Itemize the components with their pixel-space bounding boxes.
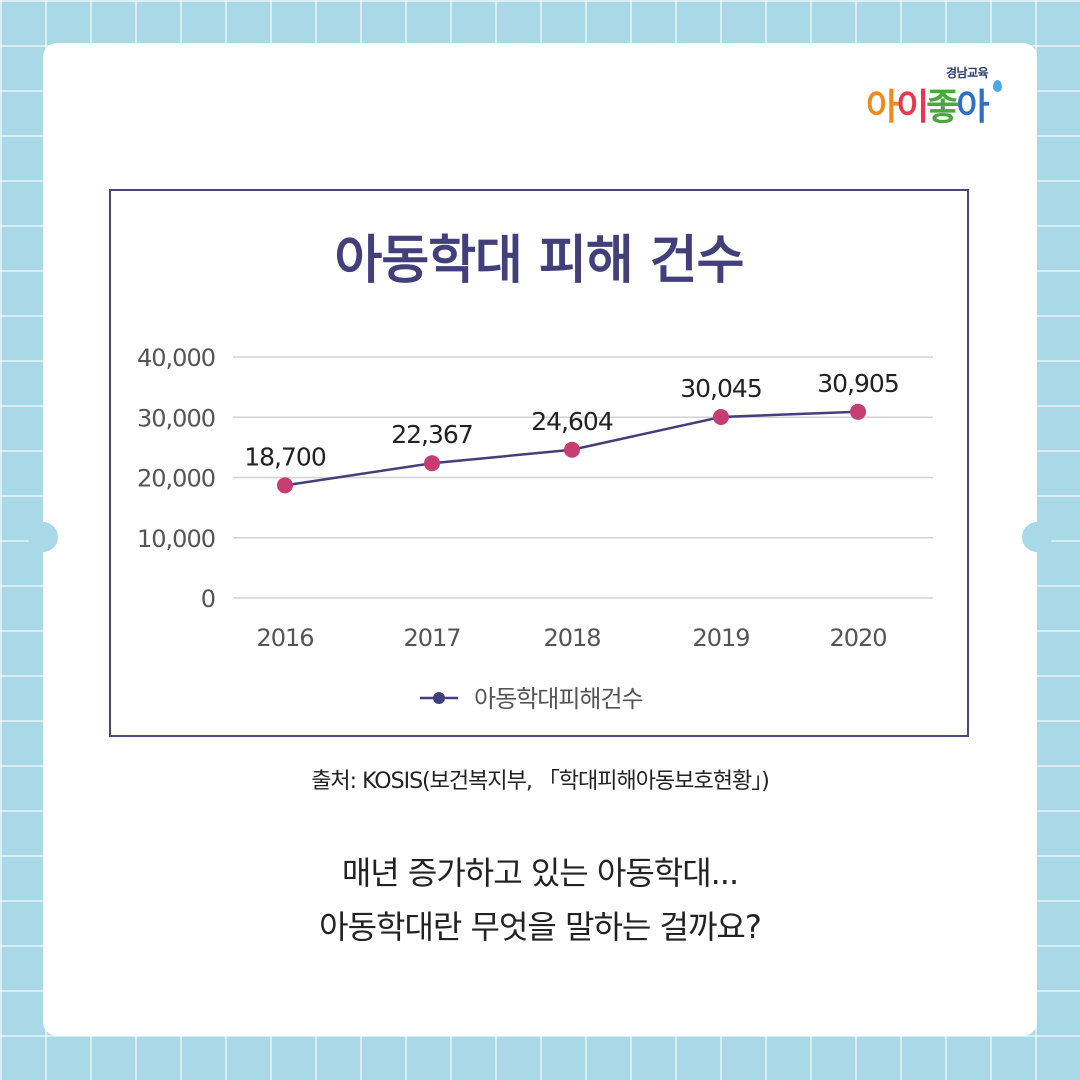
- y-tick-label: 30,000: [137, 404, 215, 432]
- caption-line-1: 매년 증가하고 있는 아동학대...: [341, 854, 739, 892]
- x-tick-label: 2016: [256, 624, 313, 652]
- brand-logo: 경남교육 아이좋아: [862, 60, 1022, 130]
- y-tick-label: 20,000: [137, 465, 215, 493]
- x-tick-label: 2018: [543, 624, 600, 652]
- x-tick-label: 2019: [692, 624, 749, 652]
- brand-char-4: 아: [956, 87, 989, 128]
- y-tick-label: 40,000: [137, 344, 215, 372]
- data-point: [713, 408, 729, 425]
- data-point: [850, 403, 866, 420]
- data-label: 22,367: [391, 420, 472, 449]
- data-label: 24,604: [531, 407, 613, 436]
- y-tick-label: 10,000: [137, 525, 215, 553]
- x-tick-label: 2017: [403, 624, 460, 652]
- brand-char-1: 아: [866, 87, 899, 128]
- x-tick-label: 2020: [829, 624, 886, 652]
- chart-frame: [109, 189, 969, 737]
- brand-char-2: 이: [896, 87, 929, 128]
- data-point: [564, 441, 580, 458]
- data-label: 30,045: [680, 374, 761, 403]
- brand-subtitle: 경남교육: [946, 66, 989, 80]
- y-tick-label: 0: [201, 585, 215, 613]
- data-point: [424, 455, 440, 472]
- brand-wordmark: 아이좋아: [866, 78, 990, 130]
- caption-line-2: 아동학대란 무엇을 말하는 걸까요?: [319, 908, 762, 946]
- brand-char-3: 좋: [926, 87, 959, 128]
- water-drop-icon: [993, 80, 1002, 92]
- source-note: 출처: KOSIS(보건복지부, 「학대피해아동보호현황」): [311, 769, 770, 794]
- data-label: 18,700: [244, 442, 326, 471]
- card-notch-right: [1022, 522, 1052, 552]
- legend-marker: [433, 692, 445, 704]
- card-notch-left: [28, 522, 58, 552]
- data-label: 30,905: [817, 369, 898, 398]
- chart-title: 아동학대 피해 건수: [334, 231, 745, 291]
- data-point: [277, 477, 293, 494]
- legend-label: 아동학대피해건수: [474, 685, 643, 713]
